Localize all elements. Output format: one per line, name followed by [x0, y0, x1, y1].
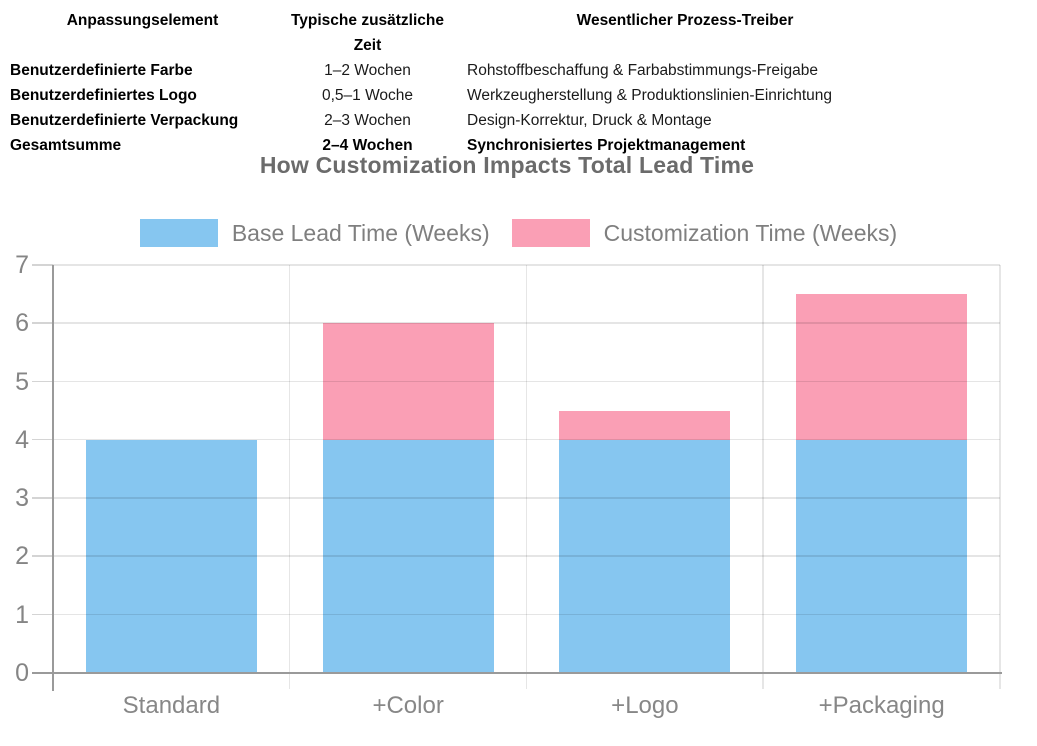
x-axis-line [52, 672, 1002, 674]
chart-title: How Customization Impacts Total Lead Tim… [259, 152, 755, 178]
cell-item: Benutzerdefiniertes Logo [10, 87, 197, 104]
y-axis-tick [32, 613, 53, 616]
vertical-gridline [525, 265, 527, 689]
y-axis-tick [32, 438, 53, 441]
y-axis-tick [32, 672, 53, 674]
y-axis-label: 2 [15, 542, 29, 571]
horizontal-gridline [53, 438, 1000, 441]
legend-item-customization: Customization Time (Weeks) [511, 219, 898, 247]
y-axis-tick [32, 555, 53, 557]
horizontal-gridline [53, 380, 1000, 383]
vertical-gridline [288, 265, 291, 689]
cell-time: 2–4 Wochen [322, 137, 413, 154]
bar-packaging-base [796, 439, 968, 673]
x-axis-label-logo: +Logo [611, 692, 679, 719]
legend-item-base: Base Lead Time (Weeks) [139, 219, 490, 247]
cell-driver: Werkzeugherstellung & Produktionslinien-… [467, 87, 833, 104]
x-axis-label-color: +Color [372, 692, 444, 719]
cell-time: 1–2 Wochen [324, 62, 411, 79]
y-axis-label: 0 [15, 659, 29, 687]
y-axis-label: 7 [15, 251, 29, 279]
horizontal-gridline [53, 264, 1000, 266]
column-header-item: Anpassungselement [66, 12, 219, 29]
x-axis-label-standard: Standard [122, 692, 221, 719]
cell-item: Benutzerdefinierte Verpackung [10, 112, 239, 129]
cell-driver: Rohstoffbeschaffung & Farbabstimmungs-Fr… [467, 62, 818, 79]
customization-table: Anpassungselement Typische zusätzliche Z… [0, 8, 1010, 158]
y-axis-tick [32, 264, 53, 266]
cell-item: Gesamtsumme [10, 137, 122, 154]
y-axis-tick [32, 497, 53, 499]
legend-swatch-base [139, 219, 218, 247]
vertical-gridline [762, 265, 764, 689]
cell-item: Benutzerdefinierte Farbe [10, 62, 193, 79]
bar-color-customization [322, 323, 494, 440]
bar-logo-customization [559, 410, 731, 440]
cell-time: 0,5–1 Woche [321, 87, 414, 104]
cell-driver: Synchronisiertes Projektmanagement [467, 137, 746, 154]
legend-label-base: Base Lead Time (Weeks) [231, 219, 490, 246]
y-axis-label: 6 [15, 309, 29, 338]
chart-legend: Base Lead Time (Weeks) Customization Tim… [0, 217, 1037, 249]
y-axis-line [52, 265, 54, 691]
bar-color-base [322, 439, 494, 673]
legend-swatch-customization [511, 219, 590, 247]
bar-packaging-customization [796, 294, 968, 440]
horizontal-gridline [53, 613, 1000, 616]
horizontal-gridline [53, 497, 1000, 499]
column-header-driver: Wesentlicher Prozess-Treiber [576, 12, 794, 29]
horizontal-gridline [53, 555, 1000, 557]
y-axis-label: 5 [15, 367, 29, 396]
bar-standard-base [85, 439, 257, 673]
y-axis-label: 3 [15, 484, 29, 513]
bar-logo-base [559, 439, 731, 673]
legend-label-customization: Customization Time (Weeks) [603, 219, 898, 246]
y-axis-label: 1 [15, 600, 29, 629]
column-header-time: Typische zusätzliche Zeit [290, 12, 445, 54]
horizontal-gridline [53, 322, 1000, 324]
y-axis-label: 4 [15, 425, 29, 454]
x-axis-label-packaging: +Packaging [818, 692, 945, 719]
y-axis-tick [32, 380, 53, 383]
cell-time: 2–3 Wochen [324, 112, 411, 129]
vertical-gridline [999, 265, 1001, 689]
y-axis-tick [32, 322, 53, 324]
cell-driver: Design-Korrektur, Druck & Montage [467, 112, 712, 129]
